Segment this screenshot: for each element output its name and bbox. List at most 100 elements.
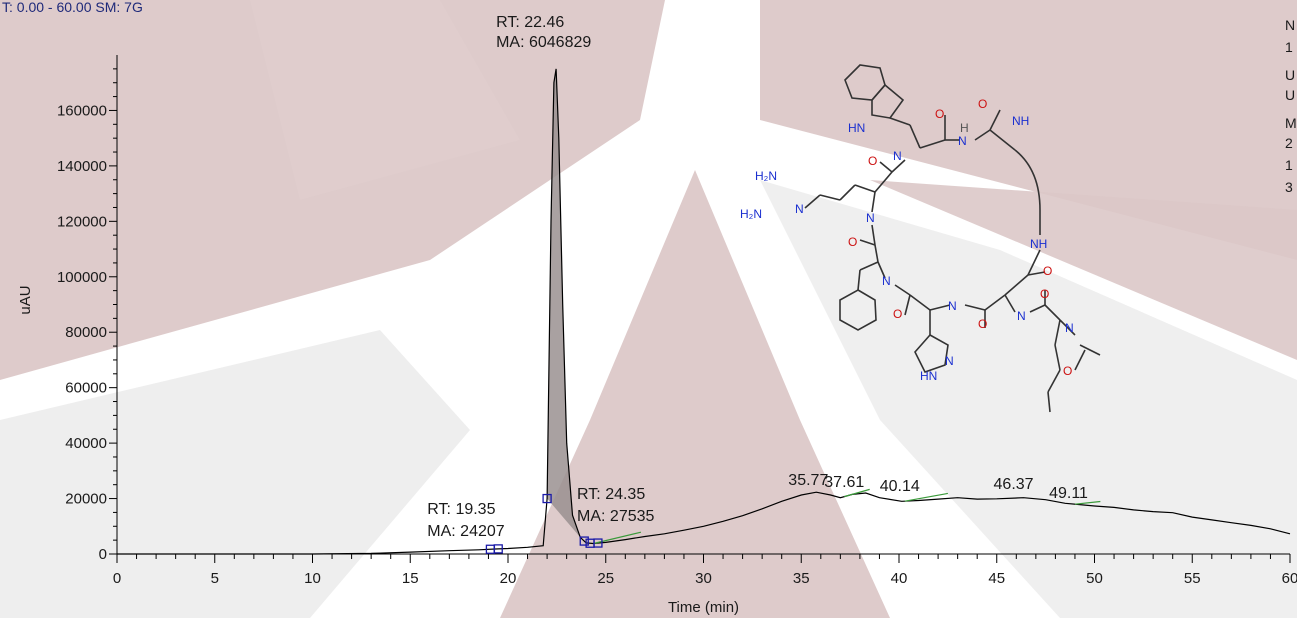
chart-header: T: 0.00 - 60.00 SM: 7G	[2, 0, 143, 15]
atom-label: N	[1017, 309, 1026, 323]
peak-boundary-marker	[542, 493, 552, 504]
atom-label: O	[1043, 264, 1052, 278]
bond	[964, 304, 986, 311]
molecule-atom-labels: HN O N H O NH NH O N O N O O N HN N O N …	[740, 97, 1074, 383]
atom-label: O	[978, 317, 987, 331]
peak-label: 35.77	[788, 472, 828, 489]
bond	[1044, 304, 1061, 321]
atom-label: O	[1063, 364, 1072, 378]
peak-boundary-marker	[593, 538, 603, 548]
peak-label: RT: 22.46	[496, 14, 564, 31]
y-tick-label: 120000	[57, 213, 107, 230]
side-text-item: N	[1285, 17, 1295, 33]
atom-label: N	[866, 211, 875, 225]
atom-label: NH	[1012, 114, 1029, 128]
peak-label: RT: 19.35	[427, 501, 495, 518]
bond	[871, 224, 876, 246]
bond	[839, 184, 856, 201]
y-tick-label: 80000	[65, 324, 107, 341]
y-tick-label: 40000	[65, 435, 107, 452]
atom-label: HN	[920, 369, 937, 383]
integration-baseline	[904, 492, 948, 502]
x-tick-label: 10	[304, 570, 321, 587]
peak-label: 40.14	[880, 478, 920, 495]
watermark-shape	[500, 170, 890, 618]
atom-label: N	[893, 149, 902, 163]
side-text-item: 1	[1285, 157, 1293, 173]
atom-label: N	[882, 274, 891, 288]
x-tick-label: 60	[1282, 570, 1297, 587]
bond	[891, 159, 906, 173]
peak-area-label: MA: 6046829	[496, 34, 591, 51]
atom-label: H₂N	[755, 169, 777, 183]
atom-label: N	[1065, 321, 1074, 335]
bond	[874, 244, 879, 263]
bond	[1074, 349, 1086, 371]
peak-label: 37.61	[824, 474, 864, 491]
bond	[904, 294, 911, 316]
bond	[989, 129, 1016, 151]
y-tick-label: 20000	[65, 491, 107, 508]
integration-baseline	[1074, 500, 1101, 505]
y-tick-label: 0	[99, 546, 107, 563]
atom-label: O	[1040, 287, 1049, 301]
peak-boundary-marker	[579, 536, 589, 546]
x-tick-label: 45	[988, 570, 1005, 587]
bond	[1059, 319, 1076, 336]
bond	[859, 239, 876, 246]
bond	[984, 294, 1006, 311]
bond	[919, 139, 946, 149]
watermark-shape	[760, 180, 1297, 618]
phenyl-ring	[839, 289, 877, 331]
bond	[879, 161, 893, 173]
peak-boundary-marker	[493, 544, 503, 554]
bond	[909, 294, 931, 311]
y-tick-label: 160000	[57, 102, 107, 119]
chromatogram-trace	[117, 68, 1291, 555]
atom-label: N	[948, 299, 957, 313]
bond	[1027, 249, 1041, 276]
peak-area-label: MA: 27535	[577, 508, 654, 525]
atom-label: O	[868, 154, 877, 168]
bond	[819, 194, 841, 201]
side-text-item: 1	[1285, 39, 1293, 55]
x-tick-label: 55	[1184, 570, 1201, 587]
x-tick-label: 35	[793, 570, 810, 587]
bond	[877, 261, 886, 279]
side-text-item: U	[1285, 67, 1295, 83]
bond	[854, 184, 876, 193]
bond	[859, 261, 879, 271]
side-text-item: 2	[1285, 135, 1293, 151]
imidazole-ring	[914, 333, 949, 373]
plot-area: 0 5 10 15 20 25 30 35 40 45 50 55 60 0 20000 40000 60000…	[17, 14, 1297, 616]
bond	[1047, 391, 1051, 413]
bond	[871, 191, 876, 213]
x-tick-label: 15	[402, 570, 419, 587]
bond	[1004, 294, 1016, 313]
peak-label: 49.11	[1049, 485, 1088, 502]
watermark-shape	[870, 180, 1297, 360]
bond	[974, 129, 991, 141]
bond	[857, 269, 861, 291]
atom-label: O	[935, 107, 944, 121]
x-tick-label: 0	[113, 570, 121, 587]
bond	[1054, 319, 1061, 346]
y-tick-label: 100000	[57, 269, 107, 286]
bond	[894, 284, 911, 296]
atom-label: N	[945, 354, 954, 368]
side-text: N 1 U U M 2 1 3	[1285, 17, 1297, 195]
side-text-item: U	[1285, 87, 1295, 103]
integration-baseline	[844, 488, 870, 498]
side-text-item: M	[1285, 115, 1297, 131]
x-tick-label: 20	[500, 570, 517, 587]
bond	[989, 109, 1001, 131]
atom-label: N	[795, 202, 804, 216]
peak-area-label: MA: 24207	[427, 523, 504, 540]
atom-label: H	[960, 121, 969, 135]
watermark-shape	[250, 0, 520, 200]
y-tick-label: 140000	[57, 158, 107, 175]
side-text-item: 3	[1285, 179, 1293, 195]
bond	[874, 171, 893, 193]
